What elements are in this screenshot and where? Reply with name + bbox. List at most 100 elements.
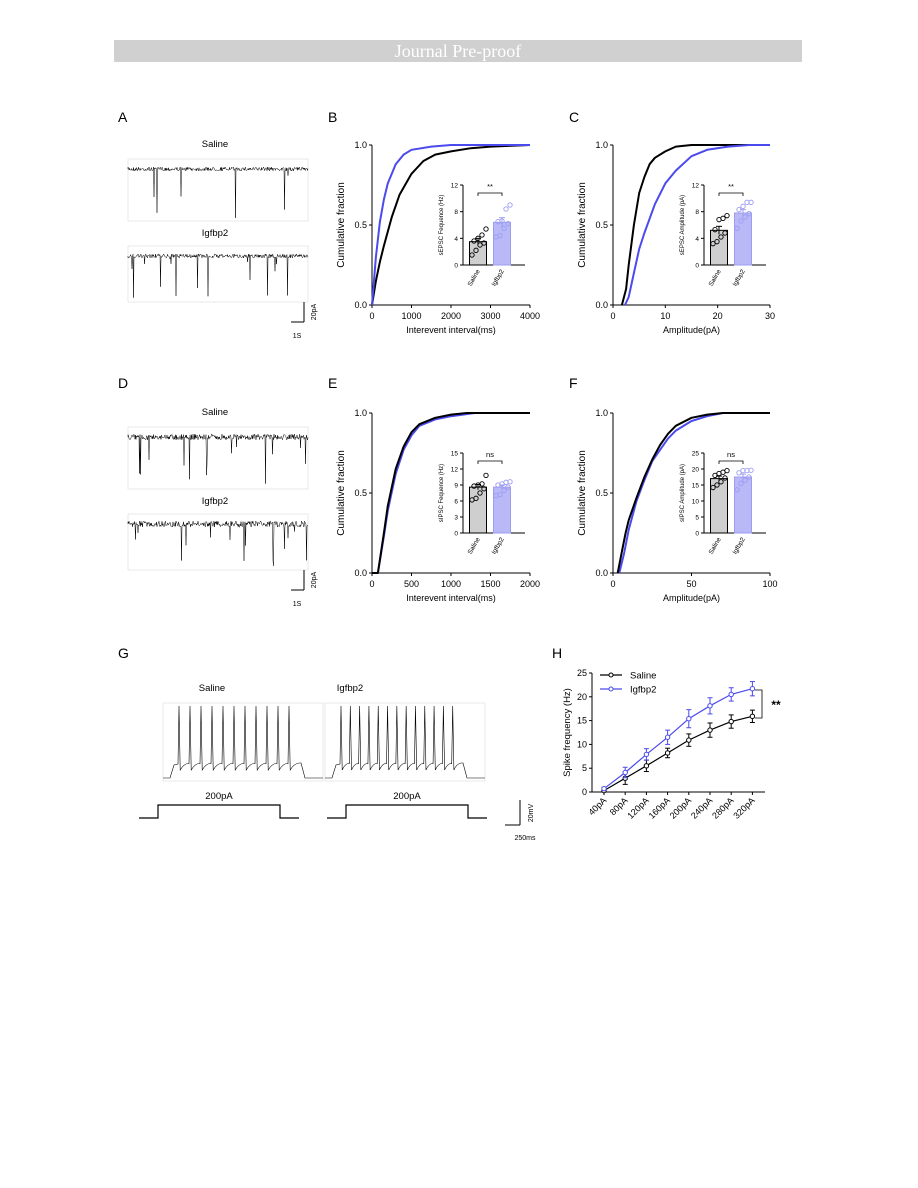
y-tick-label: 0.0 <box>354 300 367 310</box>
data-point-igfbp2 <box>622 769 628 776</box>
trace-label-igfbp2: Igfbp2 <box>202 228 228 239</box>
inset-data-point <box>497 491 503 498</box>
inset-x-tick-label: Saline <box>467 268 482 287</box>
inset-y-axis-label: sIPSC Amplitude (pA) <box>680 464 686 522</box>
panel-label-F: F <box>569 375 578 391</box>
panel-label-H: H <box>552 645 562 661</box>
inset-data-point <box>748 199 754 205</box>
x-tick-label: 280pA <box>710 795 735 820</box>
inset-data-point <box>746 211 752 217</box>
significance-label: ** <box>728 182 734 191</box>
inset-data-point <box>722 475 728 481</box>
inset-data-point <box>748 467 754 473</box>
x-axis-label: Amplitude(pA) <box>663 593 720 603</box>
trace-label-igfbp2: Igfbp2 <box>202 496 228 507</box>
x-tick-label: 100 <box>762 579 777 589</box>
y-tick-label: 0.5 <box>595 488 608 498</box>
data-point-saline <box>686 737 692 743</box>
cdf-line-0 <box>371 144 531 306</box>
series-line-igfbp2 <box>603 688 753 790</box>
trace-label-saline: Saline <box>202 139 228 150</box>
inset-data-point <box>497 233 503 239</box>
inset-y-tick-label: 8 <box>454 209 458 216</box>
y-tick-label: 1.0 <box>595 408 608 418</box>
inset-bar-igfbp2 <box>734 476 752 534</box>
x-tick-label: 320pA <box>731 795 756 820</box>
inset-data-point <box>738 480 744 487</box>
y-axis-label: Spike frequency (Hz) <box>562 688 573 777</box>
inset-data-point <box>501 487 507 493</box>
series-line-saline <box>603 715 753 792</box>
inset-data-point <box>505 221 511 227</box>
inset-data-point <box>481 486 487 492</box>
inset-y-tick-label: 0 <box>454 531 458 538</box>
inset-data-point <box>503 206 509 212</box>
trace-label-saline: Saline <box>202 407 228 418</box>
y-axis-label: Cumulative fraction <box>336 182 347 268</box>
inset-data-point <box>473 495 479 501</box>
current-trace-saline <box>127 166 309 218</box>
y-tick-label: 15 <box>577 716 587 726</box>
trace-label-igfbp2: Igfbp2 <box>337 683 363 694</box>
inset-data-point <box>746 474 752 480</box>
data-point-igfbp2 <box>707 703 713 709</box>
inset-data-point <box>736 470 742 476</box>
inset-y-tick-label: 9 <box>454 483 458 490</box>
data-point-igfbp2 <box>728 691 734 698</box>
data-point-igfbp2 <box>664 734 671 740</box>
inset-y-tick-label: 0 <box>454 263 458 270</box>
journal-preproof-banner: Journal Pre-proof <box>114 40 802 62</box>
x-tick-label: 160pA <box>647 795 672 820</box>
voltage-trace-igfbp2 <box>325 705 485 779</box>
inset-data-point <box>714 239 720 245</box>
inset-data-point <box>710 241 716 247</box>
inset-x-tick-label: Igfbp2 <box>491 268 506 287</box>
y-axis-label: Cumulative fraction <box>577 182 588 268</box>
inset-data-point <box>740 203 746 209</box>
inset-data-point <box>718 479 724 485</box>
inset-data-point <box>479 232 485 238</box>
voltage-trace-saline <box>163 705 323 779</box>
x-axis-label: Interevent interval(ms) <box>406 325 496 335</box>
inset-y-axis-label: sEPSC Fequence (Hz) <box>439 195 445 256</box>
inset-data-point <box>479 481 485 487</box>
panel-label-E: E <box>328 375 337 391</box>
inset-data-point <box>499 218 505 224</box>
x-tick-label: 0 <box>369 311 374 321</box>
inset-data-point <box>724 467 730 474</box>
x-axis-label: Interevent interval(ms) <box>406 593 496 603</box>
inset-data-point <box>724 213 730 219</box>
inset-x-tick-label: Igfbp2 <box>491 536 506 555</box>
y-tick-label: 1.0 <box>354 140 367 150</box>
inset-data-point <box>481 240 487 246</box>
inset-y-tick-label: 15 <box>692 483 700 490</box>
trace-label-saline: Saline <box>199 683 225 694</box>
significance-bracket <box>718 192 744 196</box>
data-point-igfbp2 <box>643 751 650 758</box>
y-axis-label: Cumulative fraction <box>577 450 588 536</box>
significance-bracket <box>755 689 763 719</box>
data-point-igfbp2 <box>749 686 756 692</box>
data-point-igfbp2 <box>601 785 607 792</box>
x-tick-label: 0 <box>369 579 374 589</box>
inset-data-point <box>712 227 718 233</box>
scale-label-y: 20mV <box>528 804 535 823</box>
x-axis-label: Amplitude(pA) <box>663 325 720 335</box>
y-tick-label: 10 <box>577 739 587 749</box>
cdf-line-0 <box>620 144 770 306</box>
y-tick-label: 20 <box>577 692 587 702</box>
inset-bar-saline <box>710 478 728 534</box>
inset-y-tick-label: 8 <box>695 209 699 216</box>
inset-data-point <box>483 226 489 232</box>
y-tick-label: 0.5 <box>595 220 608 230</box>
x-tick-label: 120pA <box>625 795 650 820</box>
cdf-line-1 <box>624 144 770 306</box>
data-point-saline <box>664 750 671 756</box>
scale-label-x: 1S <box>293 333 302 340</box>
significance-label: ** <box>487 182 493 191</box>
x-tick-label: 1000 <box>441 579 461 589</box>
scale-label-x: 250ms <box>514 835 536 842</box>
inset-y-axis-label: sIPSC Fequence (Hz) <box>439 464 445 522</box>
y-tick-label: 0 <box>582 787 587 797</box>
